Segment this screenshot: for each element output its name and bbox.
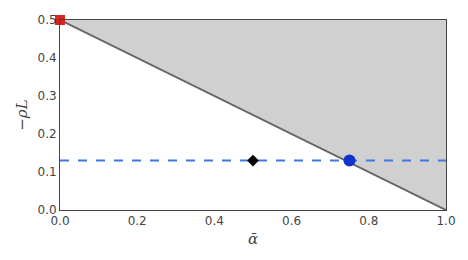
svg-text:0.6: 0.6 — [282, 214, 301, 228]
svg-text:1.0: 1.0 — [436, 214, 455, 228]
svg-text:0.4: 0.4 — [205, 214, 224, 228]
svg-text:0.0: 0.0 — [38, 203, 57, 217]
svg-text:ᾱ: ᾱ — [248, 230, 258, 248]
svg-text:0.2: 0.2 — [38, 127, 57, 141]
svg-text:−ρL: −ρL — [13, 99, 31, 130]
svg-text:0.3: 0.3 — [38, 89, 57, 103]
svg-text:0.2: 0.2 — [128, 214, 147, 228]
svg-text:0.1: 0.1 — [38, 165, 57, 179]
svg-text:0.0: 0.0 — [50, 214, 69, 228]
svg-text:0.5: 0.5 — [38, 13, 57, 27]
svg-text:0.4: 0.4 — [38, 51, 57, 65]
svg-text:0.8: 0.8 — [359, 214, 378, 228]
